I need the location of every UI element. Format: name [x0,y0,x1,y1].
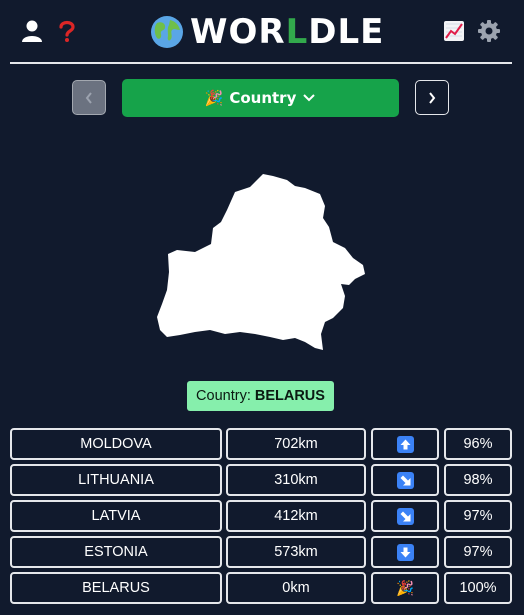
guess-country: LITHUANIA [10,464,222,496]
header-divider [10,62,512,64]
guess-distance: 0km [226,572,366,604]
guess-distance: 573km [226,536,366,568]
game-mode-label: Country [229,89,297,107]
guess-distance: 412km [226,500,366,532]
guess-proximity: 100% [444,572,512,604]
guess-row: BELARUS 0km 🎉 100% [10,572,512,604]
answer-banner: Country: BELARUS [187,381,334,411]
answer-label: Country: [196,388,251,404]
help-icon[interactable] [54,18,80,44]
guess-direction: 🎉 [371,572,439,604]
previous-button[interactable] [72,80,106,115]
title-prefix: WOR [190,12,286,52]
guess-country: MOLDOVA [10,428,222,460]
guess-proximity: 97% [444,500,512,532]
guess-row: MOLDOVA 702km 96% [10,428,512,460]
settings-icon[interactable] [476,18,502,44]
direction-down-icon [396,543,414,561]
guess-row: LITHUANIA 310km 98% [10,464,512,496]
title-highlight: L [285,12,309,52]
direction-down-right-icon [396,471,414,489]
guess-distance: 310km [226,464,366,496]
header: WORLDLE [0,0,524,62]
guess-country: LATVIA [10,500,222,532]
answer-value: BELARUS [254,388,325,404]
guess-row: LATVIA 412km 97% [10,500,512,532]
chevron-right-icon [429,91,436,104]
country-silhouette [157,174,365,350]
direction-up-icon [396,435,414,453]
party-icon: 🎉 [204,89,224,107]
guess-direction [371,464,439,496]
user-icon[interactable] [19,18,45,44]
guess-proximity: 96% [444,428,512,460]
guess-direction [371,428,439,460]
direction-down-right-icon [396,507,414,525]
app-title: WORLDLE [150,12,384,52]
party-icon: 🎉 [395,580,415,597]
guess-direction [371,500,439,532]
guess-country: ESTONIA [10,536,222,568]
title-suffix: DLE [308,12,385,52]
stats-icon[interactable] [441,18,467,44]
next-button[interactable] [415,80,449,115]
guess-distance: 702km [226,428,366,460]
chevron-left-icon [85,91,92,104]
guess-country: BELARUS [10,572,222,604]
guess-direction [371,536,439,568]
globe-icon [151,16,183,48]
chevron-down-icon [303,94,316,102]
guess-proximity: 98% [444,464,512,496]
game-mode-dropdown[interactable]: 🎉 Country [122,79,399,117]
guess-row: ESTONIA 573km 97% [10,536,512,568]
guess-proximity: 97% [444,536,512,568]
